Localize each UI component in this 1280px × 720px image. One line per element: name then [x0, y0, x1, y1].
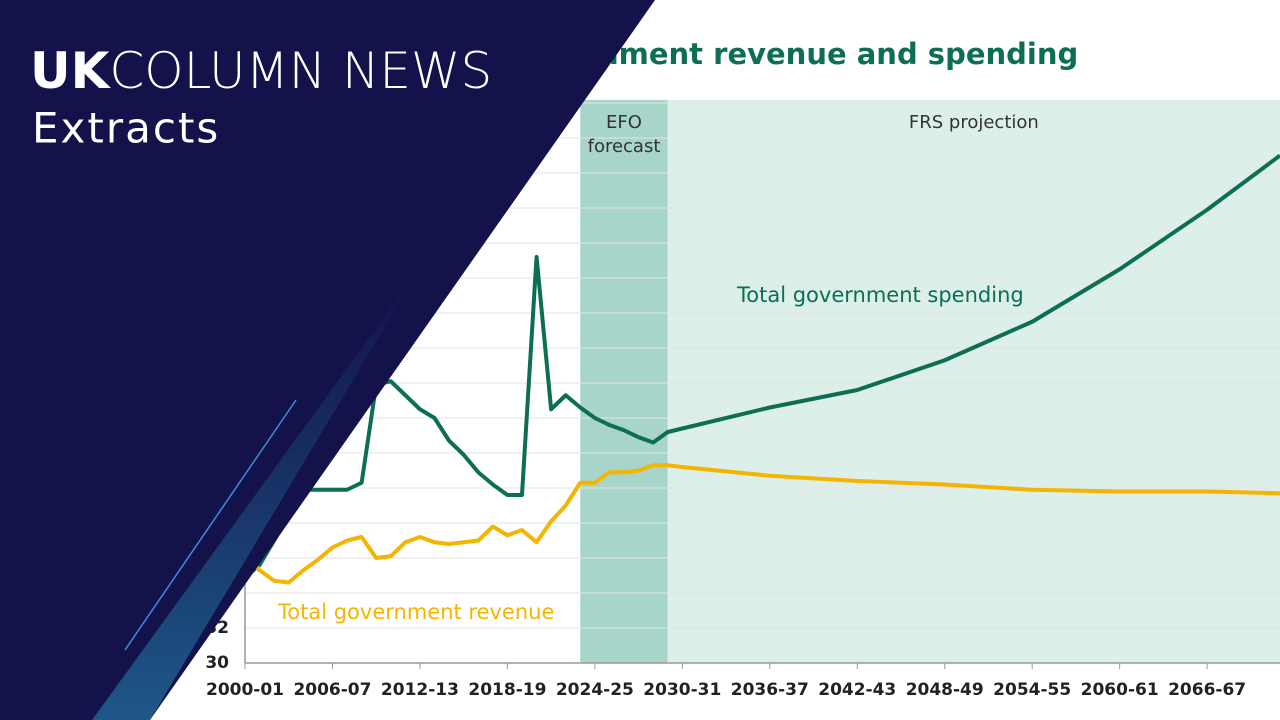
- x-tick-label: 2024-25: [556, 680, 634, 700]
- shaded-region: [580, 100, 668, 663]
- region-label: forecast: [588, 136, 661, 157]
- logo-bold: UK: [30, 42, 112, 100]
- x-tick-label: 2048-49: [906, 680, 984, 700]
- region-label: FRS projection: [909, 112, 1039, 133]
- x-tick-label: 2066-67: [1168, 680, 1246, 700]
- x-tick-label: 2060-61: [1081, 680, 1159, 700]
- overlay: UKCOLUMN NEWS Extracts: [0, 0, 655, 720]
- overlay-band: [92, 268, 420, 720]
- logo-subtitle: Extracts: [32, 104, 220, 153]
- x-tick-label: 2018-19: [468, 680, 546, 700]
- series-label: Total government spending: [736, 283, 1024, 307]
- series-label: Total government revenue: [277, 600, 554, 624]
- x-tick-label: 2012-13: [381, 680, 459, 700]
- x-tick-label: 2030-31: [643, 680, 721, 700]
- x-tick-label: 2054-55: [993, 680, 1071, 700]
- logo-light: COLUMN NEWS: [109, 42, 492, 100]
- logo: UKCOLUMN NEWS: [30, 42, 492, 100]
- shaded-region: [667, 100, 1280, 663]
- y-tick-label: 30: [205, 653, 229, 673]
- overlay-stripe: [124, 399, 297, 651]
- x-tick-label: 2000-01: [206, 680, 284, 700]
- x-tick-label: 2036-37: [731, 680, 809, 700]
- region-label: EFO: [606, 112, 642, 133]
- overlay-panel: [0, 0, 655, 720]
- x-tick-label: 2006-07: [293, 680, 371, 700]
- chart-title: nment revenue and spending: [598, 37, 1078, 71]
- x-tick-label: 2042-43: [818, 680, 896, 700]
- series-line: [243, 463, 1280, 585]
- series-line: [243, 153, 1280, 579]
